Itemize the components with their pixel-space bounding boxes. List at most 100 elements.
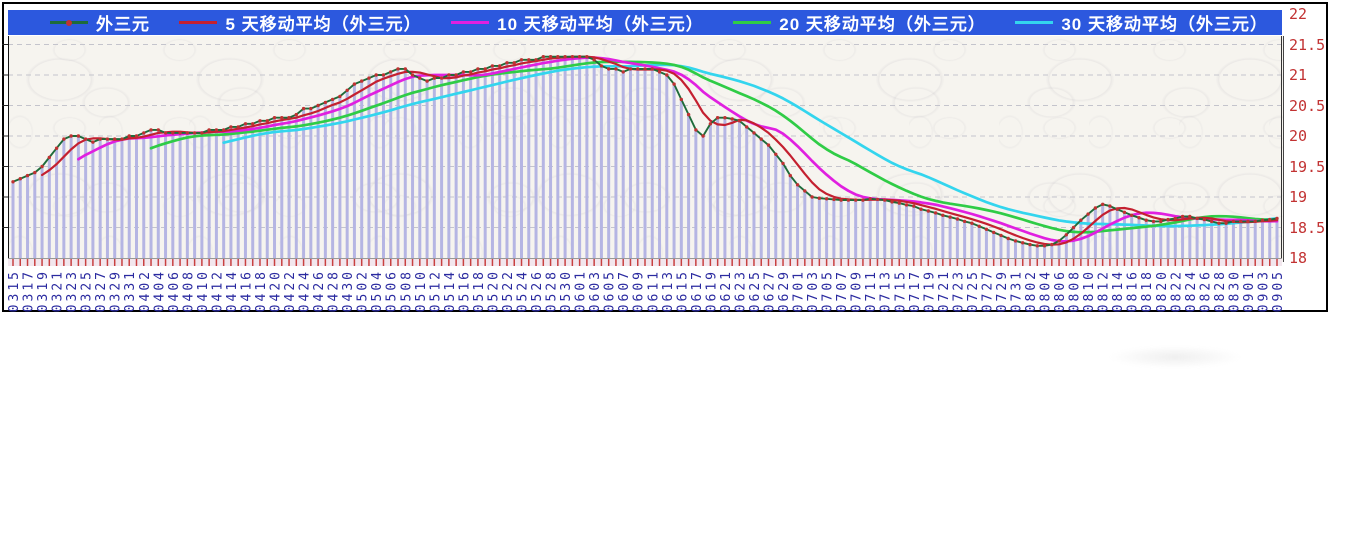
y-axis-tick-label: 20.5 bbox=[1289, 96, 1326, 115]
x-axis-tick-label: 0820 bbox=[1155, 269, 1170, 312]
x-axis-tick-label: 0504 bbox=[370, 269, 385, 312]
x-axis-tick-label: 0727 bbox=[980, 269, 995, 312]
x-axis-tick-label: 0711 bbox=[864, 269, 879, 312]
y-axis-tick-label: 19.5 bbox=[1289, 157, 1326, 176]
x-axis-tick-label: 0331 bbox=[123, 269, 138, 312]
legend-label: 5 天移动平均（外三元） bbox=[225, 15, 422, 34]
x-axis-tick-label: 0516 bbox=[457, 269, 472, 312]
x-axis-tick-label: 0329 bbox=[109, 269, 124, 312]
x-axis-tick-label: 0629 bbox=[777, 269, 792, 312]
legend-line-swatch bbox=[451, 21, 490, 24]
x-axis-tick-label: 0816 bbox=[1126, 269, 1141, 312]
x-axis-tick-label: 0502 bbox=[356, 269, 371, 312]
legend-line-swatch bbox=[733, 21, 772, 24]
x-axis-tick-label: 0325 bbox=[80, 269, 95, 312]
x-axis-tick-label: 0404 bbox=[152, 269, 167, 312]
legend-item-1: 5 天移动平均（外三元） bbox=[179, 10, 421, 35]
x-axis-tick-label: 0826 bbox=[1198, 269, 1213, 312]
x-axis-tick-label: 0603 bbox=[588, 269, 603, 312]
x-axis-tick-label: 0402 bbox=[138, 269, 153, 312]
x-axis-tick-label: 0430 bbox=[341, 269, 356, 312]
legend-label: 外三元 bbox=[96, 15, 150, 34]
x-axis-tick-label: 0810 bbox=[1082, 269, 1097, 312]
y-axis-tick-label: 22 bbox=[1289, 5, 1308, 23]
x-axis-tick-label: 0824 bbox=[1184, 269, 1199, 312]
x-axis-tick-label: 0905 bbox=[1271, 269, 1286, 312]
legend-marker-dot bbox=[66, 19, 72, 26]
x-axis-tick-label: 0830 bbox=[1227, 269, 1242, 312]
price-markers-layer bbox=[11, 55, 1279, 248]
x-axis-tick-label: 0715 bbox=[893, 269, 908, 312]
x-axis-tick-label: 0609 bbox=[632, 269, 647, 312]
x-axis-tick-label: 0709 bbox=[850, 269, 865, 312]
x-axis-tick-label: 0528 bbox=[545, 269, 560, 312]
x-axis-tick-label: 0317 bbox=[22, 269, 37, 312]
x-axis-tick-label: 0607 bbox=[617, 269, 632, 312]
plot-svg: 0315 0317 0319 0321 0323 0325 0327 0329 0331 0402… bbox=[2, 36, 1286, 312]
x-axis-tick-label: 0818 bbox=[1140, 269, 1155, 312]
x-axis-tick-label: 0520 bbox=[486, 269, 501, 312]
legend-item-3: 20 天移动平均（外三元） bbox=[733, 10, 986, 35]
x-axis-tick-label: 0412 bbox=[210, 269, 225, 312]
x-axis-tick-label: 0808 bbox=[1068, 269, 1083, 312]
x-axis-tick-label: 0725 bbox=[966, 269, 981, 312]
x-axis-labels-layer: 0315 0317 0319 0321 0323 0325 0327 0329 0331 0402… bbox=[7, 269, 1286, 312]
daily-bars-layer bbox=[11, 56, 1279, 258]
x-axis-tick-label: 0323 bbox=[65, 269, 80, 312]
x-axis-tick-label: 0703 bbox=[806, 269, 821, 312]
legend-item-2: 10 天移动平均（外三元） bbox=[451, 10, 704, 35]
x-axis-tick-label: 0814 bbox=[1111, 269, 1126, 312]
x-axis-tick-label: 0621 bbox=[719, 269, 734, 312]
x-axis-tick-label: 0420 bbox=[269, 269, 284, 312]
x-ticks-layer bbox=[12, 259, 1278, 266]
x-axis-tick-label: 0424 bbox=[298, 269, 313, 312]
x-axis-tick-label: 0619 bbox=[704, 269, 719, 312]
series-ma5-line bbox=[40, 55, 1279, 246]
x-axis-tick-label: 0422 bbox=[283, 269, 298, 312]
x-axis-tick-label: 0723 bbox=[951, 269, 966, 312]
x-axis-tick-label: 0828 bbox=[1213, 269, 1228, 312]
x-axis-tick-label: 0416 bbox=[240, 269, 255, 312]
x-axis-tick-label: 0707 bbox=[835, 269, 850, 312]
x-axis-tick-label: 0901 bbox=[1242, 269, 1257, 312]
x-axis-tick-label: 0514 bbox=[443, 269, 458, 312]
x-axis-tick-label: 0522 bbox=[501, 269, 516, 312]
x-axis-tick-label: 0615 bbox=[675, 269, 690, 312]
x-axis-tick-label: 0804 bbox=[1039, 269, 1054, 312]
y-axis-tick-label: 18.5 bbox=[1289, 218, 1326, 237]
x-axis-tick-label: 0512 bbox=[428, 269, 443, 312]
y-axis-tick-label: 21.5 bbox=[1289, 35, 1326, 54]
x-axis-tick-label: 0713 bbox=[879, 269, 894, 312]
x-axis-tick-label: 0701 bbox=[792, 269, 807, 312]
x-axis-tick-label: 0731 bbox=[1010, 269, 1025, 312]
x-axis-tick-label: 0806 bbox=[1053, 269, 1068, 312]
x-axis-tick-label: 0611 bbox=[646, 269, 661, 312]
series-ma10-line bbox=[77, 56, 1279, 243]
legend-line-swatch bbox=[1015, 21, 1054, 24]
x-axis-tick-label: 0408 bbox=[181, 269, 196, 312]
x-axis-tick-label: 0530 bbox=[559, 269, 574, 312]
x-axis-tick-label: 0518 bbox=[472, 269, 487, 312]
x-axis-tick-label: 0526 bbox=[530, 269, 545, 312]
x-axis-tick-label: 0524 bbox=[516, 269, 531, 312]
series-ma30-line bbox=[222, 63, 1279, 228]
x-axis-tick-label: 0406 bbox=[167, 269, 182, 312]
x-axis-tick-label: 0617 bbox=[690, 269, 705, 312]
x-axis-tick-label: 0321 bbox=[51, 269, 66, 312]
x-axis-tick-label: 0625 bbox=[748, 269, 763, 312]
legend-item-4: 30 天移动平均（外三元） bbox=[1015, 10, 1268, 35]
legend-line-swatch bbox=[50, 19, 88, 26]
x-axis-tick-label: 0506 bbox=[385, 269, 400, 312]
legend-item-0: 外三元 bbox=[50, 10, 150, 35]
y-axis-tick-label: 20 bbox=[1289, 127, 1308, 145]
x-axis-tick-label: 0319 bbox=[36, 269, 51, 312]
x-axis-tick-label: 0613 bbox=[661, 269, 676, 312]
x-axis-tick-label: 0729 bbox=[995, 269, 1010, 312]
x-axis-tick-label: 0315 bbox=[7, 269, 22, 312]
legend-label: 30 天移动平均（外三元） bbox=[1061, 15, 1268, 34]
gridlines-layer bbox=[2, 44, 1282, 228]
x-axis-tick-label: 0903 bbox=[1257, 269, 1272, 312]
x-axis-tick-label: 0510 bbox=[414, 269, 429, 312]
x-axis-tick-label: 0812 bbox=[1097, 269, 1112, 312]
